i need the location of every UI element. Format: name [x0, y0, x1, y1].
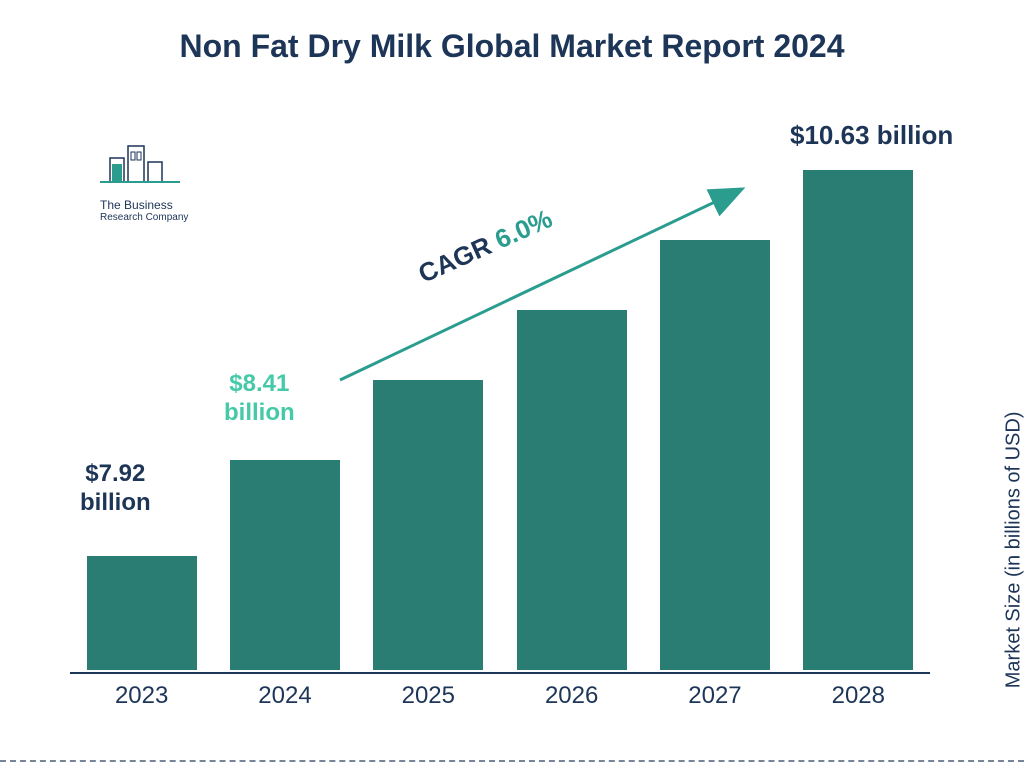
- value-label: $7.92billion: [80, 460, 151, 518]
- bar-wrap: [798, 170, 918, 670]
- x-axis-label: 2024: [225, 682, 345, 710]
- bar: [803, 170, 913, 670]
- bar: [517, 310, 627, 670]
- bar: [373, 380, 483, 670]
- bar-wrap: [368, 380, 488, 670]
- x-axis-labels: 2023 2024 2025 2026 2027 2028: [70, 682, 930, 710]
- chart-area: [70, 130, 930, 670]
- value-label: $10.63 billion: [790, 120, 953, 151]
- bar-wrap: [655, 240, 775, 670]
- bars-container: [70, 130, 930, 670]
- bottom-dashed-line: [0, 760, 1024, 762]
- bar-wrap: [225, 460, 345, 670]
- bar: [87, 556, 197, 670]
- x-axis-line: [70, 672, 930, 674]
- bar: [660, 240, 770, 670]
- value-label: $8.41billion: [224, 370, 295, 428]
- chart-title: Non Fat Dry Milk Global Market Report 20…: [0, 28, 1024, 65]
- bar: [230, 460, 340, 670]
- x-axis-label: 2023: [82, 682, 202, 710]
- x-axis-label: 2027: [655, 682, 775, 710]
- x-axis-label: 2025: [368, 682, 488, 710]
- x-axis-label: 2026: [512, 682, 632, 710]
- bar-wrap: [512, 310, 632, 670]
- y-axis-label: Market Size (in billions of USD): [1003, 412, 1024, 689]
- x-axis-label: 2028: [798, 682, 918, 710]
- bar-wrap: [82, 556, 202, 670]
